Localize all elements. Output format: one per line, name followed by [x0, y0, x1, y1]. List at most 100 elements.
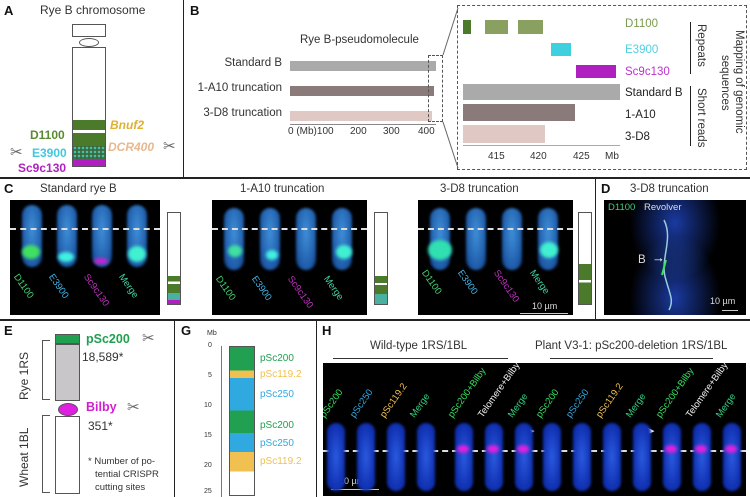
psc200-band — [55, 334, 80, 344]
chromosome — [485, 423, 503, 491]
tick-label: 20 — [204, 462, 212, 469]
chromosome — [633, 423, 651, 491]
chromosome-diagram — [72, 24, 106, 169]
inset-tick: 420 — [530, 151, 547, 162]
scissors-icon: ✂ — [10, 144, 23, 161]
probe-label: Merge — [623, 391, 649, 420]
probe-label: pSc250 — [347, 387, 376, 420]
panel-label: C — [4, 181, 14, 196]
panel-title: 3-D8 truncation — [630, 183, 709, 195]
divider — [0, 177, 750, 179]
scale-label: 10 µm — [532, 301, 558, 311]
row-label: 3-D8 truncation — [203, 107, 282, 119]
inset-standard-b-track — [463, 84, 620, 100]
sc9c130-label: Sc9c130 — [18, 161, 67, 175]
dcr400-label: DCR400 — [108, 140, 155, 154]
tick-label: 15 — [204, 432, 212, 439]
probe-label: Sc9c130 — [284, 274, 316, 311]
arrow-label: B — [638, 254, 646, 266]
chromosome — [543, 423, 561, 491]
probe-label: E3900 — [248, 274, 274, 303]
chromosome — [387, 423, 405, 491]
bilby-signal — [695, 445, 707, 453]
panel-label: A — [4, 3, 14, 18]
scissors-icon: ✂ — [163, 138, 176, 155]
inset-3d8-track — [463, 125, 545, 143]
probe-label: Merge — [320, 274, 346, 303]
panel-label: G — [181, 323, 192, 338]
tick-label: 0 — [208, 342, 212, 349]
band-label: pSc200 — [260, 353, 294, 364]
inset-track-label: Sc9c130 — [625, 66, 670, 78]
group-title: Plant V3-1: pSc200-deletion 1RS/1BL — [535, 340, 728, 352]
arm-label-1bl: Wheat 1BL — [17, 427, 31, 487]
micrograph-1rs-1bl: 10 µm ▶ ▶ pSc200pSc250pSc119.2MergepSc20… — [323, 363, 746, 496]
probe-label: Merge — [526, 268, 552, 297]
tick-label: 5 — [208, 372, 212, 379]
axis-line — [221, 346, 222, 497]
bnuf2-label: Bnuf2 — [110, 118, 144, 132]
inset-tick: Mb — [605, 151, 619, 162]
chromosome — [515, 423, 533, 491]
divider — [183, 0, 184, 178]
panel-label: H — [322, 323, 332, 338]
divider — [316, 320, 317, 497]
tick-label: 0 (Mb)100 — [288, 126, 334, 137]
chromosome — [573, 423, 591, 491]
bilby-label: Bilby — [86, 400, 117, 414]
scale-bar — [520, 313, 568, 314]
band-label: pSc119.2 — [260, 456, 302, 467]
footnote: tential CRISPR — [95, 469, 159, 480]
scale-label: 10 µm — [710, 296, 736, 306]
scissors-icon: ✂ — [142, 330, 155, 347]
group-label-short-reads: Short reads — [695, 88, 707, 148]
chromosome — [417, 423, 435, 491]
zoom-box — [428, 55, 443, 122]
probe-label: pSc250 — [563, 387, 592, 420]
inset-track-label: Standard B — [625, 87, 683, 99]
probe-label: Merge — [115, 272, 141, 301]
psc200-label: pSc200 — [86, 332, 130, 346]
bracket — [42, 340, 50, 400]
coverage-track-1a10 — [290, 86, 434, 96]
band-label: pSc250 — [260, 438, 294, 449]
bilby-centromere — [58, 403, 78, 416]
tick-label: 10 — [204, 402, 212, 409]
probe-label: Sc9c130 — [490, 268, 522, 305]
bilby-signal — [665, 445, 677, 453]
chromosome-1rs-bands — [229, 346, 255, 496]
group-label-repeats: Repeats — [695, 24, 707, 67]
bilby-signal — [457, 445, 469, 453]
inset-1a10-track — [463, 104, 575, 121]
inset-sc9c130-track — [576, 65, 616, 78]
group-title: Wild-type 1RS/1BL — [370, 340, 468, 352]
chromosome — [723, 423, 741, 491]
probe-label: Sc9c130 — [80, 272, 112, 309]
panel-label: E — [4, 323, 13, 338]
1rs-arm — [55, 344, 80, 401]
axis-line — [290, 124, 436, 125]
mini-chromosome-standard — [167, 212, 181, 305]
d1100-label: D1100 — [30, 128, 65, 142]
group-title: Standard rye B — [40, 183, 117, 195]
probe-label: pSc200 — [533, 387, 562, 420]
mini-chromosome-3d8 — [578, 212, 592, 305]
panel-label: B — [190, 3, 200, 18]
coverage-track-standard-b — [290, 61, 436, 71]
side-title: Mapping of genomic — [733, 30, 745, 134]
tick-label: 200 — [350, 126, 367, 137]
inset-tick: 425 — [573, 151, 590, 162]
side-title: sequences — [719, 55, 731, 111]
inset-d1100-track — [463, 20, 563, 34]
probe-label: pSc200 — [323, 387, 346, 420]
panel-label: D — [601, 181, 611, 196]
bilby-signal — [517, 445, 529, 453]
zoom-connector — [442, 7, 459, 169]
scale-label: 10 µm — [339, 476, 365, 486]
group-title: 3-D8 truncation — [440, 183, 519, 195]
chromosome — [693, 423, 711, 491]
mini-chromosome-1a10 — [374, 212, 388, 305]
probe-label: Merge — [505, 391, 531, 420]
micrograph-revolver: D1100 Revolver B → 10 µm — [604, 200, 746, 315]
bracket-repeats — [690, 22, 691, 74]
